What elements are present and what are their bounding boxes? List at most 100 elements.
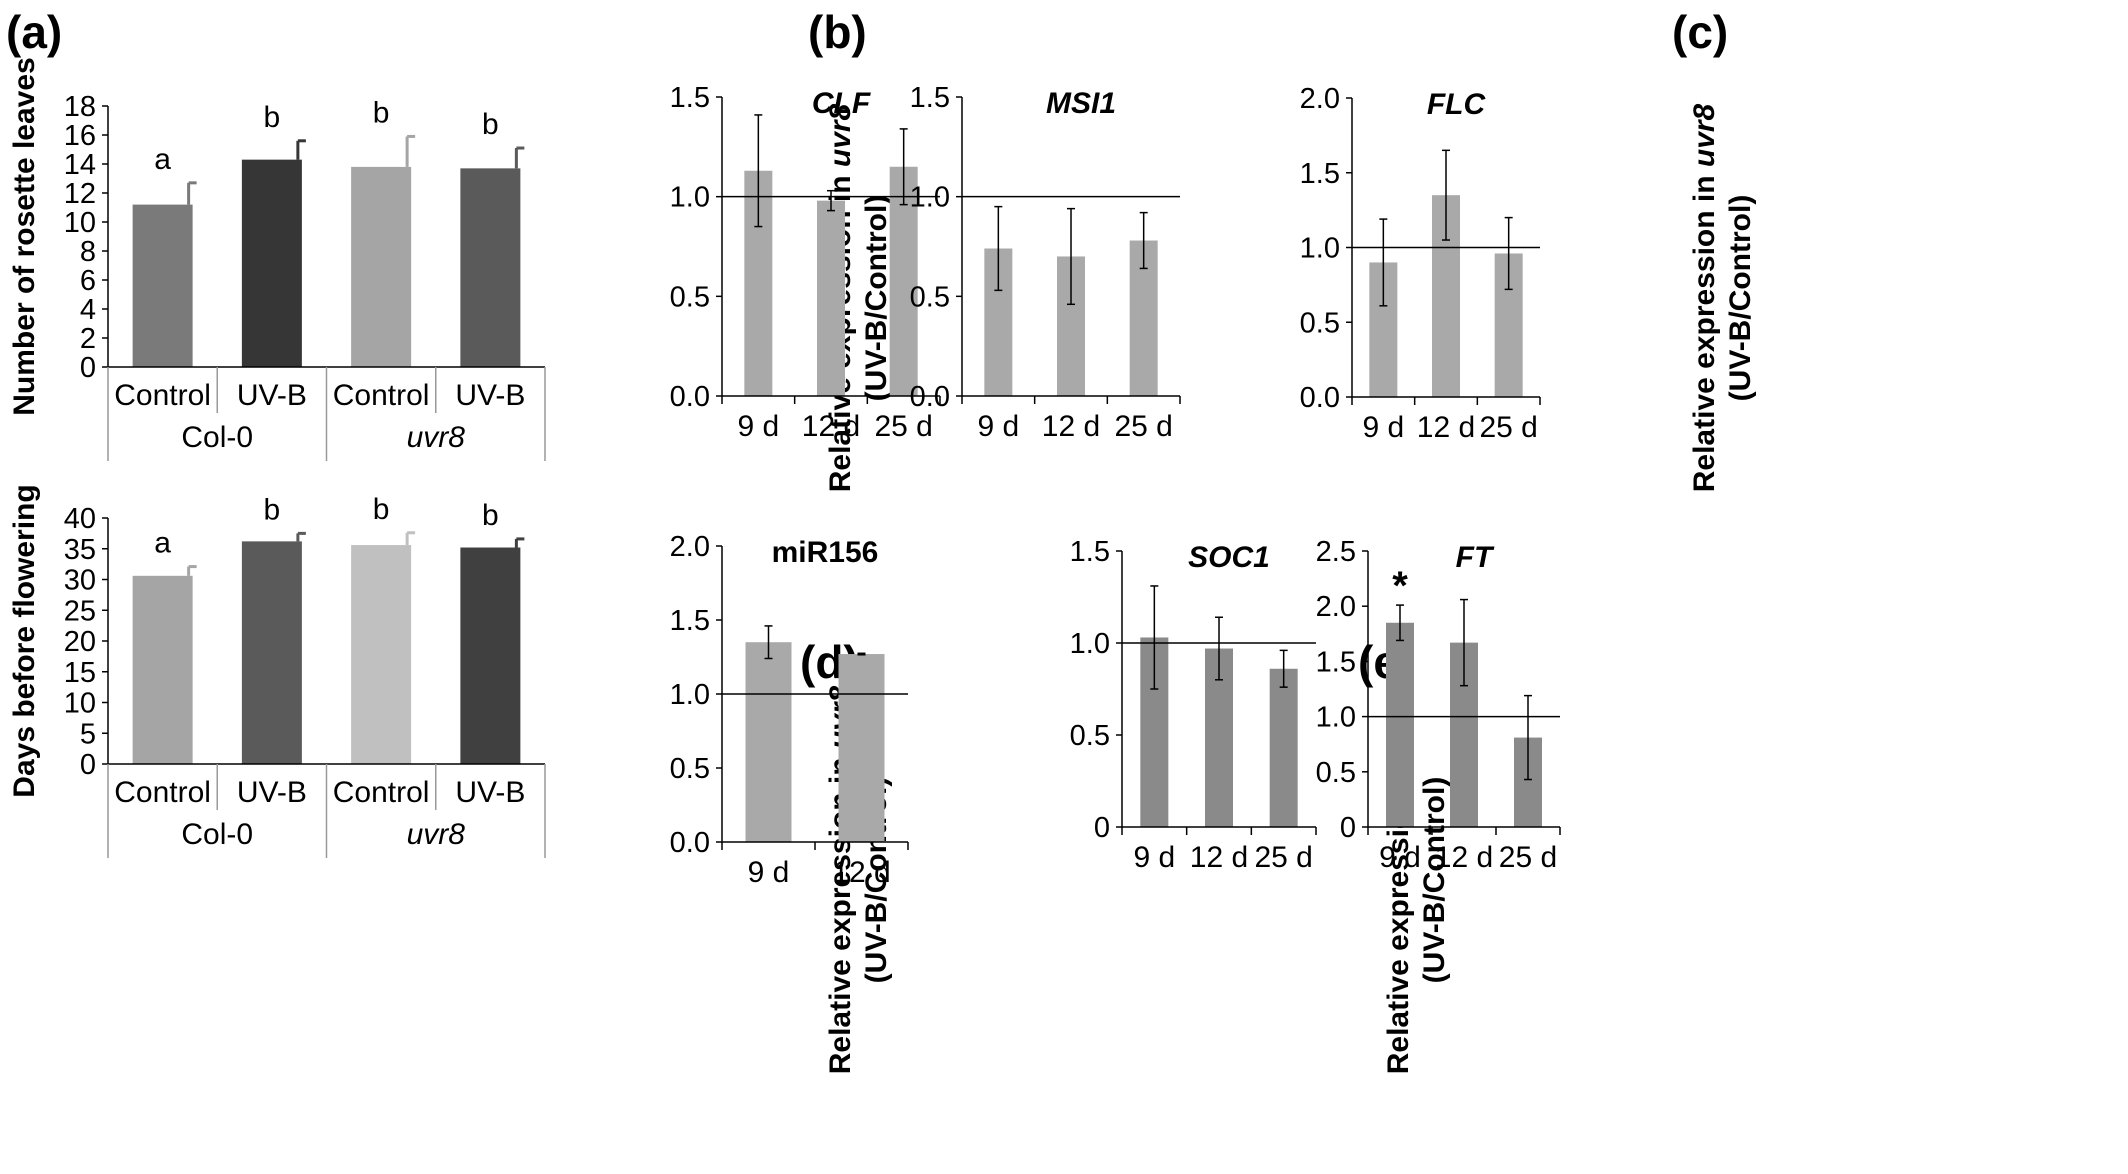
y-tick-label: 1.0 — [1300, 233, 1340, 265]
y-tick-label: 12 — [64, 178, 96, 210]
chart-e_ft: 0 0.5 1.0 1.5 2.0 2.5 * 9 d 12 d 25 d FT — [1316, 536, 1561, 874]
y-tick-label: 0.5 — [1300, 307, 1340, 339]
annotation-label: * — [1392, 564, 1408, 608]
y-tick-label: 25 — [64, 595, 96, 627]
y-tick-label: 0 — [80, 352, 96, 384]
y-tick-label: 0.5 — [670, 281, 710, 313]
y-tick-label: 2.0 — [670, 531, 710, 563]
y-axis-label-b-sub: (UV-B/Control) — [860, 195, 893, 402]
x-tick-label: Control — [333, 776, 430, 809]
y-tick-label: 2.0 — [1316, 591, 1356, 623]
bar — [1386, 622, 1414, 827]
chart-title: SOC1 — [1188, 541, 1270, 574]
x-tick-label: 9 d — [1133, 841, 1175, 874]
bar — [817, 200, 846, 396]
x-tick-label: Control — [114, 379, 211, 412]
bar — [132, 575, 193, 764]
y-tick-label: 15 — [64, 657, 96, 689]
panel-label-b: (b) — [808, 6, 867, 58]
chart-e_soc1: 0 0.5 1.0 1.5 9 d 12 d 25 d SOC1 — [1070, 536, 1317, 874]
y-axis-label: Number of rosette leaves — [8, 57, 41, 415]
group-label: Col-0 — [181, 421, 253, 454]
x-tick-label: UV-B — [455, 379, 525, 412]
x-tick-label: 25 d — [1254, 841, 1312, 874]
y-tick-label: 1.5 — [910, 82, 950, 114]
bar — [1269, 668, 1298, 827]
y-tick-label: 1.5 — [670, 605, 710, 637]
significance-label: b — [373, 96, 390, 129]
bar — [132, 204, 193, 367]
x-tick-label: UV-B — [455, 776, 525, 809]
y-tick-label: 2.5 — [1316, 536, 1356, 568]
y-tick-label: 10 — [64, 688, 96, 720]
significance-label: b — [373, 493, 390, 526]
y-tick-label: 35 — [64, 534, 96, 566]
x-tick-label: 12 d — [1190, 841, 1248, 874]
bar — [351, 545, 412, 764]
y-tick-label: 8 — [80, 236, 96, 268]
x-tick-label: Control — [333, 379, 430, 412]
significance-label: b — [482, 499, 499, 532]
x-tick-label: 12 d — [1435, 841, 1493, 874]
bar — [351, 166, 412, 367]
y-tick-label: 1.5 — [1316, 646, 1356, 678]
y-tick-label: 2 — [80, 323, 96, 355]
y-tick-label: 14 — [64, 149, 96, 181]
y-tick-label: 0.5 — [1070, 720, 1110, 752]
y-tick-label: 40 — [64, 503, 96, 535]
y-tick-label: 30 — [64, 565, 96, 597]
y-tick-label: 0.0 — [1300, 382, 1340, 414]
significance-label: a — [154, 527, 171, 560]
chart-title: FLC — [1427, 88, 1487, 121]
y-axis-label-b-italic: uvr8 — [824, 103, 857, 167]
y-axis-label: Days before flowering — [8, 484, 41, 797]
x-tick-label: 12 d — [802, 410, 860, 443]
y-tick-label: 20 — [64, 626, 96, 658]
y-tick-label: 0.0 — [670, 381, 710, 413]
bar — [460, 547, 521, 764]
x-tick-label: 9 d — [737, 410, 779, 443]
chart-title: CLF — [812, 87, 871, 120]
x-tick-label: 12 d — [1042, 410, 1100, 443]
x-tick-label: 12 d — [1417, 411, 1475, 444]
y-axis-label-c-italic: uvr8 — [1688, 103, 1721, 167]
x-tick-label: 9 d — [1379, 841, 1421, 874]
x-tick-label: UV-B — [237, 776, 307, 809]
group-label: uvr8 — [407, 818, 466, 851]
y-tick-label: 1.0 — [670, 182, 710, 214]
significance-label: b — [264, 101, 281, 134]
y-tick-label: 1.0 — [670, 679, 710, 711]
y-tick-label: 1.5 — [1300, 158, 1340, 190]
x-tick-label: 9 d — [1362, 411, 1404, 444]
y-tick-label: 0 — [80, 749, 96, 781]
significance-label: b — [264, 493, 281, 526]
y-tick-label: 1.0 — [910, 182, 950, 214]
chart-c_flc: 0.0 0.5 1.0 1.5 2.0 9 d 12 d 25 d FLC — [1300, 83, 1541, 444]
chart-b_msi1: 0.0 0.5 1.0 1.5 9 d 12 d 25 d MSI1 — [910, 82, 1181, 443]
significance-label: a — [154, 143, 171, 176]
y-axis-label-c-line1: Relative expression in — [1688, 167, 1721, 492]
y-tick-label: 1.5 — [670, 82, 710, 114]
bar — [838, 654, 885, 842]
chart-title: FT — [1456, 541, 1495, 574]
chart-d_mir156: 0.0 0.5 1.0 1.5 2.0 9 d 12 d miR156 — [670, 531, 909, 889]
x-tick-label: 25 d — [1499, 841, 1557, 874]
y-axis-label-c-sub: (UV-B/Control) — [1724, 195, 1757, 402]
y-tick-label: 5 — [80, 718, 96, 750]
y-tick-label: 16 — [64, 120, 96, 152]
chart-b_clf: 0.0 0.5 1.0 1.5 9 d 12 d 25 d CLF — [670, 82, 941, 443]
x-tick-label: 12 d — [832, 856, 890, 889]
y-tick-label: 6 — [80, 265, 96, 297]
y-tick-label: 4 — [80, 294, 96, 326]
panel-label-c: (c) — [1672, 6, 1728, 58]
chart-title: MSI1 — [1046, 87, 1116, 120]
y-tick-label: 0.5 — [1316, 757, 1356, 789]
y-tick-label: 1.5 — [1070, 536, 1110, 568]
x-tick-label: 9 d — [977, 410, 1019, 443]
x-tick-label: Control — [114, 776, 211, 809]
y-tick-label: 10 — [64, 207, 96, 239]
